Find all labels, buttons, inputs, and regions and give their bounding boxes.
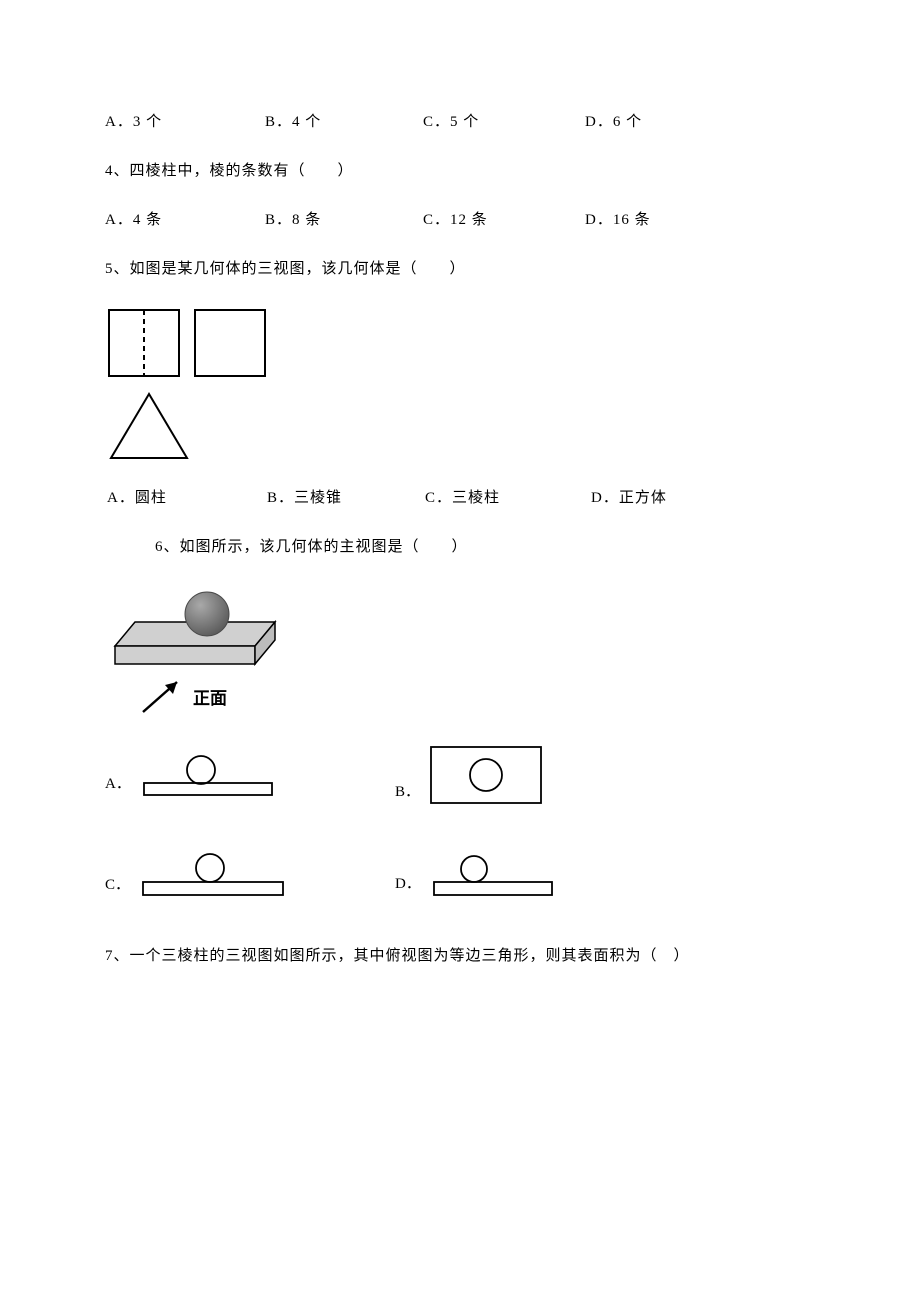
q6-option-c-svg	[138, 851, 288, 899]
q5-option-d: D．正方体	[591, 486, 667, 507]
q5-option-c: C．三棱柱	[425, 486, 591, 507]
q3-option-a: A．3 个	[105, 110, 265, 131]
q5-option-b: B．三棱锥	[267, 486, 425, 507]
q6-option-a-svg	[139, 753, 279, 798]
q6-options: A． B． C．	[105, 744, 815, 899]
q6-option-b-label: B．	[395, 780, 420, 806]
q6-option-a-label: A．	[105, 772, 131, 798]
q6-option-c: C．	[105, 851, 395, 899]
q6-option-d-svg	[429, 853, 559, 898]
q6-option-d: D．	[395, 853, 685, 898]
q5-option-a: A．圆柱	[107, 486, 267, 507]
q6-option-d-label: D．	[395, 872, 421, 898]
q3-option-d: D．6 个	[585, 110, 642, 131]
q4-options: A．4 条 B．8 条 C．12 条 D．16 条	[105, 208, 815, 229]
q3-options: A．3 个 B．4 个 C．5 个 D．6 个	[105, 110, 815, 131]
q5-three-views-svg	[105, 306, 285, 466]
front-label: 正面	[193, 689, 227, 708]
q6-solid-svg: 正面	[105, 584, 305, 724]
q4-option-a: A．4 条	[105, 208, 265, 229]
q6-option-a: A．	[105, 753, 395, 798]
q6-option-c-label: C．	[105, 873, 130, 899]
q4-option-d: D．16 条	[585, 208, 651, 229]
q6-option-b: B．	[395, 744, 685, 806]
q6-figure: 正面	[105, 584, 815, 724]
q4-option-c: C．12 条	[423, 208, 585, 229]
q3-option-b: B．4 个	[265, 110, 423, 131]
q5-options: A．圆柱 B．三棱锥 C．三棱柱 D．正方体	[105, 486, 815, 507]
q6-text: 6、如图所示，该几何体的主视图是（ ）	[105, 535, 815, 556]
q7-text: 7、一个三棱柱的三视图如图所示，其中俯视图为等边三角形，则其表面积为（ ）	[105, 944, 815, 965]
q4-option-b: B．8 条	[265, 208, 423, 229]
q4-text: 4、四棱柱中，棱的条数有（ ）	[105, 159, 815, 180]
q5-figure	[105, 306, 815, 466]
q3-option-c: C．5 个	[423, 110, 585, 131]
q5-text: 5、如图是某几何体的三视图，该几何体是（ ）	[105, 257, 815, 278]
q6-option-b-svg	[428, 744, 548, 806]
